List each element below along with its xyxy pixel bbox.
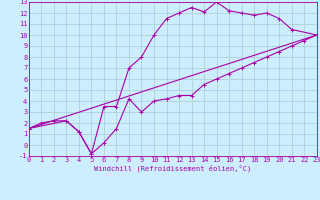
X-axis label: Windchill (Refroidissement éolien,°C): Windchill (Refroidissement éolien,°C) — [94, 165, 252, 172]
